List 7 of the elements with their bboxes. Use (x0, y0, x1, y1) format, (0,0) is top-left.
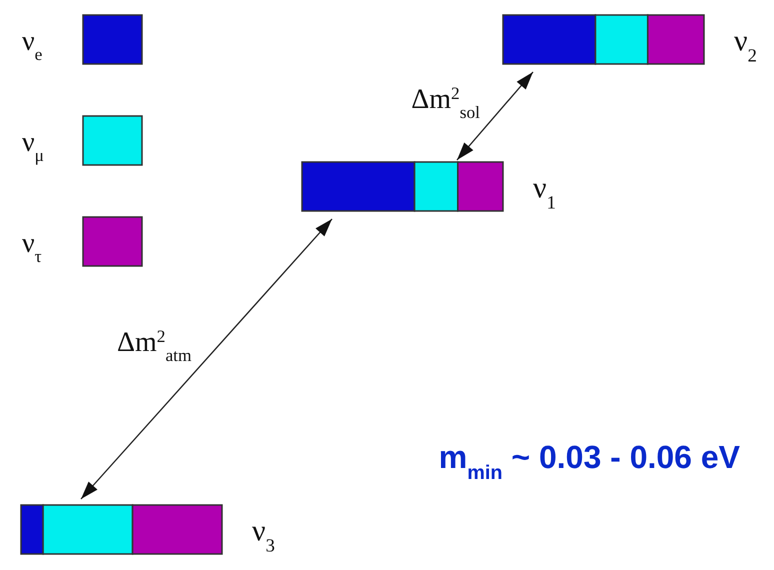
text: m$_{min}$ ~ 0.03 - 0.06 eV (438, 439, 741, 484)
y-tick-label: ν$_{3}$ (252, 514, 275, 556)
legend-label: ν$_{μ}$ (22, 127, 44, 164)
legend-label: ν$_{e}$ (22, 26, 43, 64)
y-tick-label: ν$_{1}$ (533, 171, 556, 213)
y-tick-label: ν$_{2}$ (734, 24, 757, 66)
legend-label: ν$_{τ}$ (22, 228, 42, 266)
